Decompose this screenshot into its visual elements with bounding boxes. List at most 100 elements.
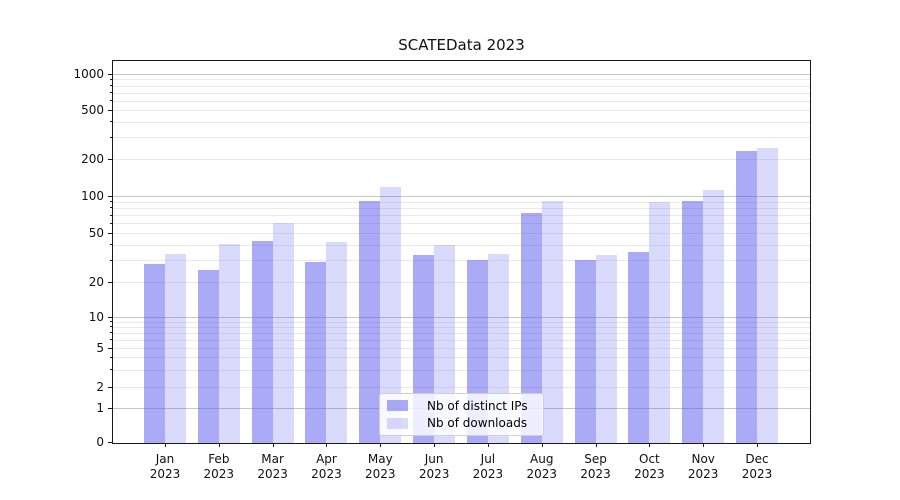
legend: Nb of distinct IPs Nb of downloads (379, 393, 544, 436)
x-tick-mark (595, 443, 597, 447)
gridline-minor (113, 244, 810, 246)
x-tick-mark (434, 443, 436, 447)
y-minor-tick-mark (110, 321, 113, 323)
gridline-minor (113, 233, 810, 234)
bar-downloads (703, 189, 725, 443)
bar-distinct-ips (144, 264, 165, 443)
y-tick-mark (108, 407, 113, 409)
gridline-minor (113, 137, 810, 139)
gridline-major (113, 317, 810, 318)
x-tick-label: Apr 2023 (311, 452, 342, 481)
bar-downloads (380, 187, 402, 443)
y-tick-label: 20 (88, 274, 104, 289)
y-minor-tick-mark (110, 121, 113, 123)
x-tick-label: Mar 2023 (257, 452, 288, 481)
bar-downloads (757, 147, 779, 443)
gridline-minor (113, 387, 810, 388)
bar-distinct-ips (359, 201, 381, 443)
gridline-minor (113, 223, 810, 225)
x-tick-mark (487, 443, 489, 447)
bar-distinct-ips (197, 270, 219, 443)
y-minor-tick-mark (110, 85, 113, 87)
y-minor-tick-mark (110, 100, 113, 102)
x-tick-mark (218, 443, 220, 447)
gridline-minor (113, 207, 810, 209)
y-minor-tick-mark (110, 136, 113, 138)
legend-swatch-distinct-ips (387, 400, 408, 412)
y-minor-tick-mark (110, 369, 113, 371)
gridline-minor (113, 85, 810, 87)
x-tick-label: Jun 2023 (418, 452, 450, 481)
gridline-minor (113, 369, 810, 371)
gridline-minor (113, 215, 810, 217)
y-minor-tick-mark (110, 244, 113, 246)
x-tick-label: Aug 2023 (526, 452, 557, 481)
gridline-minor (113, 282, 810, 283)
y-tick-label: 500 (81, 102, 104, 117)
bar-distinct-ips (628, 252, 650, 443)
bar-downloads (272, 223, 294, 443)
x-tick-label: Oct 2023 (634, 452, 665, 481)
y-tick-label: 0 (96, 435, 104, 449)
bar-distinct-ips (251, 241, 273, 443)
legend-swatch-downloads (387, 417, 408, 429)
gridline-major (113, 74, 810, 75)
gridline-minor (113, 92, 810, 94)
y-minor-tick-mark (110, 332, 113, 334)
y-tick-mark (108, 73, 113, 75)
x-tick-label: Jan 2023 (149, 452, 181, 481)
x-tick-label: Dec 2023 (741, 452, 773, 481)
y-minor-tick-mark (110, 222, 113, 224)
x-tick-mark (541, 443, 543, 447)
y-minor-tick-mark (110, 207, 113, 209)
x-tick-label: Feb 2023 (203, 452, 235, 481)
y-tick-mark (108, 232, 113, 234)
x-tick-mark (165, 443, 166, 447)
plot-area (112, 60, 811, 444)
y-tick-label: 50 (88, 225, 104, 240)
legend-item: Nb of distinct IPs (387, 397, 536, 415)
x-tick-label: Nov 2023 (687, 452, 719, 481)
y-tick-mark (108, 158, 113, 160)
y-minor-tick-mark (110, 356, 113, 358)
legend-item: Nb of downloads (387, 415, 536, 433)
y-tick-label: 200 (81, 151, 104, 166)
bar-distinct-ips (574, 260, 596, 443)
gridline-minor (113, 332, 810, 334)
gridline-minor (113, 321, 810, 323)
gridline-minor (113, 110, 810, 111)
bar-distinct-ips (520, 212, 542, 443)
y-tick-mark (108, 442, 113, 443)
gridline-minor (113, 100, 810, 102)
y-tick-mark (108, 195, 113, 197)
gridline-minor (113, 121, 810, 123)
y-tick-mark (108, 316, 113, 318)
bar-downloads (218, 243, 240, 443)
chart-title: SCATEData 2023 (398, 36, 525, 54)
y-tick-label: 2 (96, 379, 104, 394)
gridline-minor (113, 357, 810, 359)
x-tick-label: Sep 2023 (580, 452, 611, 481)
y-tick-mark (108, 281, 113, 283)
gridline-major (113, 196, 810, 197)
y-minor-tick-mark (110, 201, 113, 203)
bar-downloads (165, 253, 186, 443)
y-tick-mark (108, 109, 113, 111)
bar-distinct-ips (305, 262, 327, 443)
y-minor-tick-mark (110, 78, 113, 80)
y-minor-tick-mark (110, 92, 113, 94)
gridline-minor (113, 326, 810, 328)
y-tick-mark (108, 347, 113, 349)
y-tick-label: 5 (96, 340, 104, 355)
gridline-minor (113, 260, 810, 262)
legend-item-label: Nb of downloads (427, 416, 528, 431)
gridline-minor (113, 339, 810, 341)
x-tick-mark (649, 443, 651, 447)
bar-distinct-ips (736, 151, 758, 443)
y-minor-tick-mark (110, 214, 113, 216)
x-tick-mark (703, 443, 705, 447)
bar-downloads (595, 255, 617, 443)
x-tick-mark (272, 443, 274, 447)
y-minor-tick-mark (110, 339, 113, 341)
